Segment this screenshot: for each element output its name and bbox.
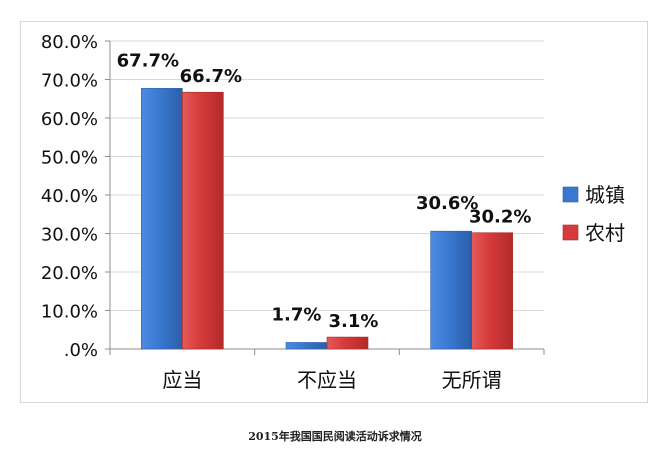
- data-label: 30.2%: [469, 207, 531, 228]
- y-tick-label: 50.0%: [41, 148, 98, 169]
- y-tick-label: 20.0%: [41, 263, 98, 284]
- y-tick-label: .0%: [64, 340, 98, 361]
- x-category-label: 应当: [162, 368, 202, 392]
- legend-label: 城镇: [585, 183, 625, 207]
- legend-swatch-城镇: [562, 186, 579, 203]
- bar-农村: [182, 91, 224, 350]
- data-label: 30.6%: [416, 193, 478, 214]
- y-tick-label: 80.0%: [41, 32, 98, 53]
- y-tick-label: 60.0%: [41, 109, 98, 130]
- x-category-label: 无所谓: [442, 368, 502, 392]
- bar-城镇: [141, 88, 183, 350]
- data-label: 3.1%: [329, 311, 379, 332]
- legend-label: 农村: [585, 221, 625, 245]
- x-category-label: 不应当: [297, 368, 357, 392]
- data-label: 66.7%: [180, 66, 242, 87]
- y-tick-label: 30.0%: [41, 225, 98, 246]
- legend-swatch-农村: [562, 224, 579, 241]
- bar-城镇: [430, 230, 472, 350]
- data-label: 67.7%: [117, 50, 179, 71]
- bar-农村: [471, 232, 513, 350]
- y-tick-label: 10.0%: [41, 302, 98, 323]
- bar-农村: [326, 336, 369, 350]
- data-label: 1.7%: [272, 304, 322, 325]
- y-tick-label: 40.0%: [41, 186, 98, 207]
- y-tick-label: 70.0%: [41, 71, 98, 92]
- chart-caption: 2015年我国国民阅读活动诉求情况: [248, 430, 422, 443]
- bar-城镇: [285, 342, 328, 350]
